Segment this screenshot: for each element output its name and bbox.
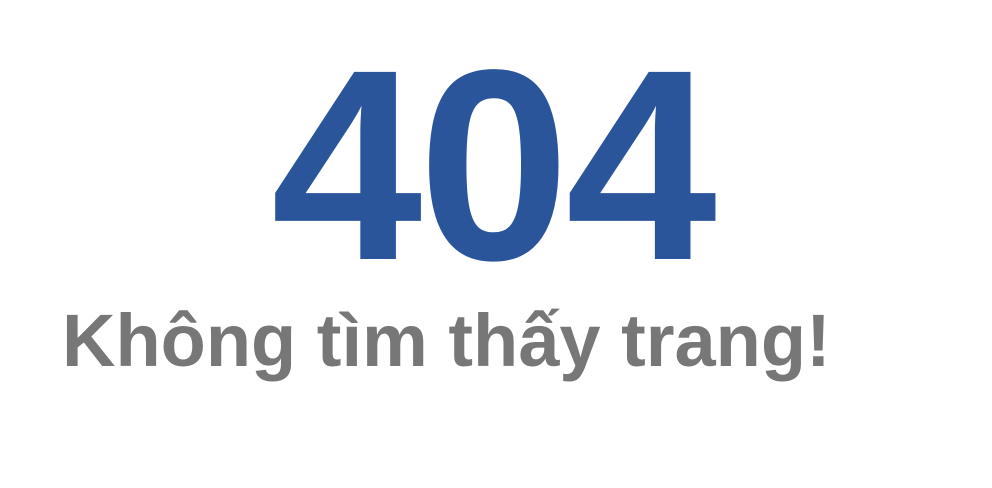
error-message: Không tìm thấy trang!: [62, 299, 831, 382]
error-code: 404: [271, 13, 717, 317]
